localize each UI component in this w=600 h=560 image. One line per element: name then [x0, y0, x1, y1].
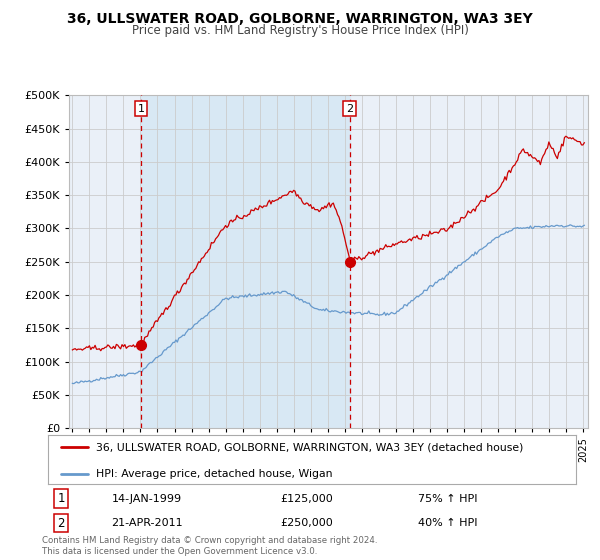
Bar [141, 95, 350, 428]
Text: 36, ULLSWATER ROAD, GOLBORNE, WARRINGTON, WA3 3EY (detached house): 36, ULLSWATER ROAD, GOLBORNE, WARRINGTON… [95, 442, 523, 452]
Text: 21-APR-2011: 21-APR-2011 [112, 518, 183, 528]
Text: 75% ↑ HPI: 75% ↑ HPI [418, 494, 477, 503]
Text: 1: 1 [58, 492, 65, 505]
Text: £125,000: £125,000 [280, 494, 333, 503]
Text: 2: 2 [346, 104, 353, 114]
Text: Price paid vs. HM Land Registry's House Price Index (HPI): Price paid vs. HM Land Registry's House … [131, 24, 469, 36]
Text: £250,000: £250,000 [280, 518, 333, 528]
Text: 14-JAN-1999: 14-JAN-1999 [112, 494, 181, 503]
Text: 36, ULLSWATER ROAD, GOLBORNE, WARRINGTON, WA3 3EY: 36, ULLSWATER ROAD, GOLBORNE, WARRINGTON… [67, 12, 533, 26]
Text: Contains HM Land Registry data © Crown copyright and database right 2024.
This d: Contains HM Land Registry data © Crown c… [42, 536, 377, 556]
Text: 1: 1 [137, 104, 145, 114]
Text: 40% ↑ HPI: 40% ↑ HPI [418, 518, 477, 528]
Text: 2: 2 [58, 516, 65, 530]
Text: HPI: Average price, detached house, Wigan: HPI: Average price, detached house, Wiga… [95, 469, 332, 479]
